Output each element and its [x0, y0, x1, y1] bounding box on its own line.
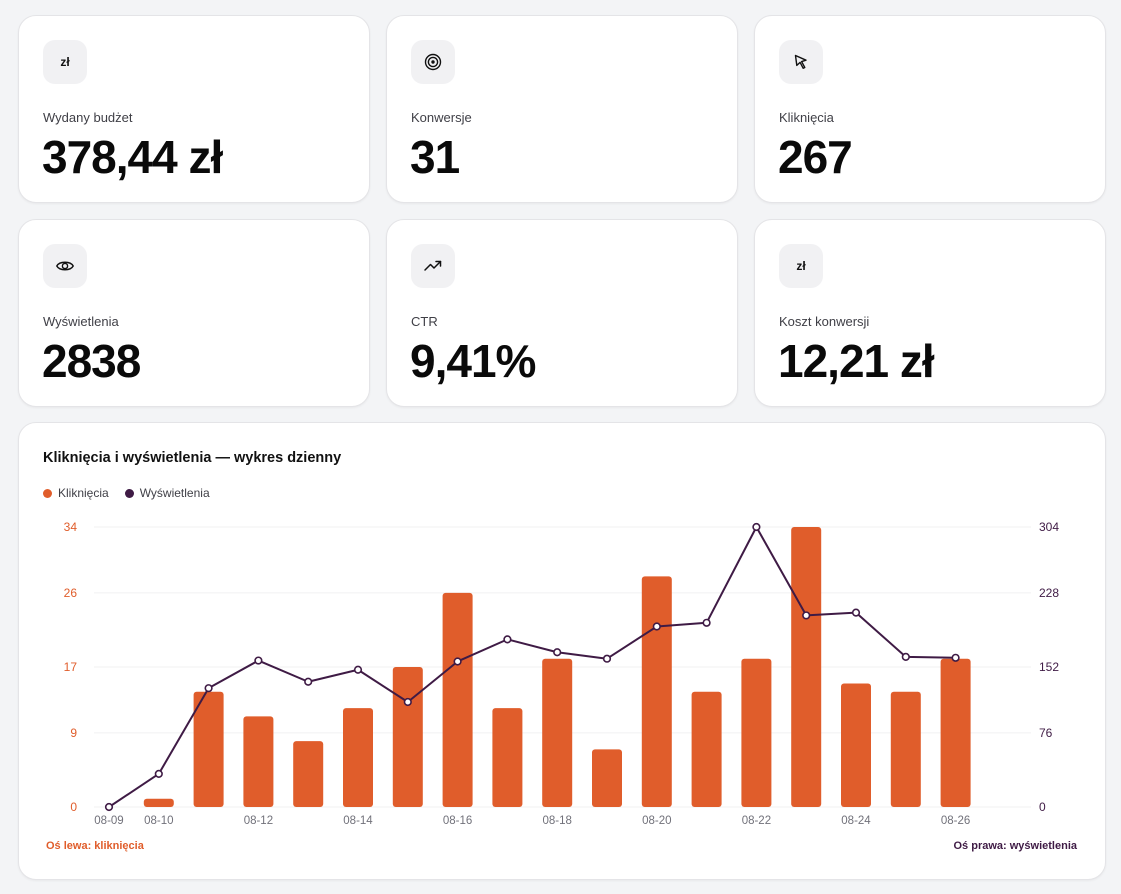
legend-label-clicks: Kliknięcia — [58, 486, 109, 500]
x-tick-label: 08-26 — [941, 815, 970, 827]
x-tick-label: 08-12 — [244, 815, 273, 827]
point-impressions — [752, 522, 761, 532]
target-icon — [411, 40, 455, 84]
x-tick-label: 08-09 — [94, 815, 123, 827]
chart-title: Kliknięcia i wyświetlenia — wykres dzien… — [43, 450, 342, 466]
kpi-value: 267 — [778, 131, 853, 183]
point-impressions — [553, 648, 562, 657]
bar-clicks — [890, 691, 921, 807]
bar-clicks — [841, 683, 871, 807]
kpi-label: CTR — [411, 314, 438, 329]
y-right-tick-label: 304 — [1039, 520, 1059, 534]
bar-clicks — [592, 749, 622, 807]
bar-clicks — [243, 716, 274, 807]
cursor-icon — [779, 40, 823, 84]
bar-clicks — [293, 741, 324, 807]
x-tick-label: 08-10 — [144, 815, 173, 827]
point-impressions — [602, 654, 612, 663]
legend-item-clicks[interactable]: Kliknięcia — [43, 486, 109, 500]
point-impressions — [353, 665, 363, 674]
point-impressions — [154, 769, 163, 778]
kpi-value: 31 — [410, 131, 460, 183]
kpi-card-conversions: Konwersje 31 — [386, 15, 738, 203]
x-tick-label: 08-16 — [443, 815, 472, 827]
point-impressions — [204, 684, 213, 693]
legend-swatch-impressions — [124, 488, 134, 498]
kpi-card-impressions: Wyświetlenia 2838 — [18, 219, 370, 407]
point-impressions — [104, 802, 114, 812]
bar-clicks — [542, 658, 573, 807]
x-tick-label: 08-20 — [642, 815, 671, 827]
line-impressions — [108, 526, 956, 808]
daily-chart-card: Kliknięcia i wyświetlenia — wykres dzien… — [18, 422, 1106, 880]
y-left-tick-label: 0 — [70, 800, 77, 814]
point-impressions — [802, 611, 811, 620]
point-impressions — [702, 618, 711, 627]
point-impressions — [453, 657, 462, 666]
chart-legend: Kliknięcia Wyświetlenia — [43, 486, 210, 500]
y-right-tick-label: 0 — [1039, 800, 1046, 814]
y-right-tick-label: 76 — [1039, 726, 1053, 740]
bar-clicks — [143, 798, 174, 807]
bar-clicks — [641, 576, 672, 807]
kpi-value: 378,44 zł — [42, 131, 223, 183]
kpi-label: Wydany budżet — [43, 110, 133, 125]
y-right-tick-label: 152 — [1039, 660, 1059, 674]
right-axis-note: Oś prawa: wyświetlenia — [953, 840, 1078, 852]
bar-clicks — [193, 691, 224, 807]
kpi-card-ctr: CTR 9,41% — [386, 219, 738, 407]
kpi-card-cost-per-conversion: zł Koszt konwersji 12,21 zł — [754, 219, 1106, 407]
point-impressions — [652, 622, 661, 631]
kpi-card-budget: zł Wydany budżet 378,44 zł — [18, 15, 370, 203]
x-tick-label: 08-18 — [542, 815, 571, 827]
kpi-label: Kliknięcia — [779, 110, 834, 125]
kpi-value: 2838 — [42, 335, 141, 387]
bar-clicks — [442, 592, 473, 807]
bar-clicks — [741, 658, 772, 807]
point-impressions — [304, 677, 313, 686]
left-axis-note: Oś lewa: kliknięcia — [46, 840, 144, 852]
zloty-icon: zł — [43, 40, 87, 84]
y-right-tick-label: 228 — [1039, 586, 1059, 600]
point-impressions — [901, 652, 910, 661]
x-tick-label: 08-14 — [343, 815, 373, 827]
daily-chart: 0 0 9 76 17 152 26 228 34 304 08-09 08-10 08-12 08-14… — [64, 520, 1060, 827]
kpi-value: 12,21 zł — [778, 335, 935, 387]
kpi-label: Koszt konwersji — [779, 314, 870, 329]
y-left-tick-label: 34 — [64, 520, 78, 534]
kpi-label: Konwersje — [411, 110, 472, 125]
y-left-tick-label: 17 — [64, 660, 78, 674]
bar-clicks — [343, 708, 373, 807]
point-impressions — [503, 635, 512, 644]
trending-up-icon — [411, 244, 455, 288]
point-impressions — [403, 697, 412, 707]
y-left-tick-label: 9 — [70, 726, 77, 740]
kpi-card-clicks: Kliknięcia 267 — [754, 15, 1106, 203]
y-left-tick-label: 26 — [64, 586, 78, 600]
bar-clicks — [492, 708, 523, 807]
x-tick-label: 08-24 — [841, 815, 871, 827]
point-impressions — [254, 656, 263, 665]
bar-clicks — [691, 691, 722, 807]
zloty-icon: zł — [779, 244, 823, 288]
legend-item-impressions[interactable]: Wyświetlenia — [124, 486, 210, 500]
bar-clicks — [940, 658, 971, 807]
x-tick-label: 08-22 — [742, 815, 771, 827]
eye-icon — [43, 244, 87, 288]
kpi-value: 9,41% — [410, 335, 536, 387]
point-impressions — [951, 653, 960, 662]
kpi-label: Wyświetlenia — [43, 314, 119, 329]
legend-swatch-clicks — [43, 488, 52, 498]
point-impressions — [851, 608, 861, 617]
bar-clicks — [791, 527, 822, 807]
bar-clicks — [392, 667, 423, 807]
legend-label-impressions: Wyświetlenia — [139, 486, 210, 500]
